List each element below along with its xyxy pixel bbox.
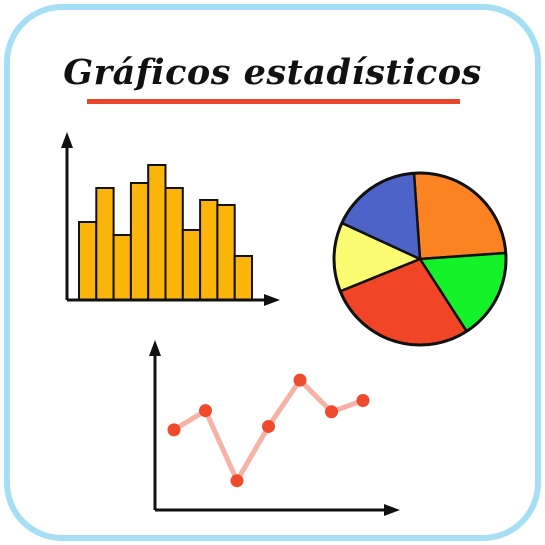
histogram-bar [233, 255, 253, 301]
line-plot-point [199, 404, 212, 418]
pie-slice [412, 171, 508, 261]
histogram-bar [129, 182, 150, 301]
line-plot-x-arrow [384, 504, 400, 516]
line-plot-point [262, 419, 275, 433]
page-title: Gráficos estadísticos [63, 52, 482, 93]
histogram-y-arrow [61, 132, 73, 148]
histogram-x-arrow [264, 294, 280, 306]
pie-outline [332, 171, 508, 347]
pie-chart-icon [332, 171, 508, 347]
line-plot-point [325, 405, 338, 419]
histogram-bar [216, 204, 236, 301]
histogram-bar [181, 229, 202, 301]
histogram-bar [95, 187, 115, 301]
histogram-bar [147, 164, 167, 301]
line-plot-point [167, 423, 181, 437]
line-plot-point [293, 373, 307, 387]
histogram-bar [199, 199, 219, 301]
histogram-bar [78, 221, 98, 301]
line-plot-icon [149, 340, 400, 516]
line-plot-point [230, 474, 244, 488]
histogram-bar [112, 234, 132, 301]
line-plot-point [356, 393, 370, 407]
histogram-bar [164, 187, 184, 301]
title-underline [87, 99, 460, 104]
histogram-icon [61, 132, 280, 306]
line-plot-y-arrow [149, 340, 161, 356]
